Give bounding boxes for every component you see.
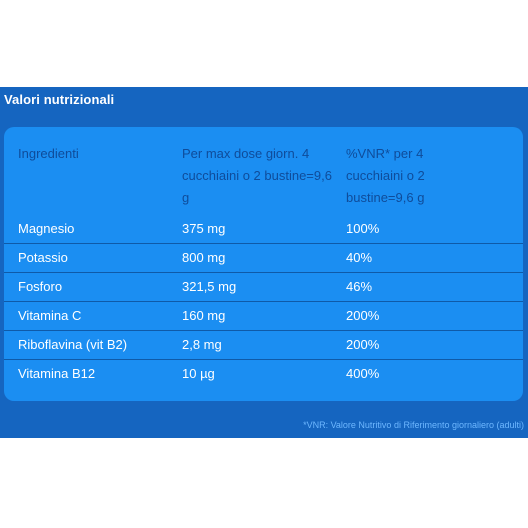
header-ingredienti: Ingredienti [18,146,79,161]
header-vnr: %VNR* per 4 cucchiaini o 2 bustine=9,6 g [346,146,425,205]
ingredient-cell: Vitamina C [18,308,82,323]
table-row: Vitamina B12 10 µg 400% [4,361,523,388]
table-row: Vitamina C 160 mg 200% [4,303,523,331]
panel-title: Valori nutrizionali [4,92,115,107]
dose-cell: 800 mg [182,250,226,265]
footnote: *VNR: Valore Nutritivo di Riferimento gi… [303,420,524,430]
vnr-cell: 46% [346,279,373,294]
vnr-cell: 100% [346,221,380,236]
dose-cell: 321,5 mg [182,279,237,294]
vnr-cell: 40% [346,250,373,265]
table-row: Potassio 800 mg 40% [4,245,523,273]
nutrition-table: Ingredienti Per max dose giorn. 4 cucchi… [4,127,523,401]
vnr-cell: 200% [346,308,380,323]
table-row: Magnesio 375 mg 100% [4,216,523,244]
ingredient-cell: Magnesio [18,221,75,236]
table-row: Riboflavina (vit B2) 2,8 mg 200% [4,332,523,360]
header-per-dose: Per max dose giorn. 4 cucchiaini o 2 bus… [182,146,332,205]
nutrition-panel: Valori nutrizionali Ingredienti Per max … [0,87,528,438]
vnr-cell: 400% [346,366,380,381]
table-row: Fosforo 321,5 mg 46% [4,274,523,302]
vnr-cell: 200% [346,337,380,352]
dose-cell: 2,8 mg [182,337,222,352]
ingredient-cell: Vitamina B12 [18,366,96,381]
ingredient-cell: Fosforo [18,279,63,294]
ingredient-cell: Riboflavina (vit B2) [18,337,128,352]
dose-cell: 375 mg [182,221,226,236]
ingredient-cell: Potassio [18,250,68,265]
dose-cell: 160 mg [182,308,226,323]
dose-cell: 10 µg [182,366,215,381]
